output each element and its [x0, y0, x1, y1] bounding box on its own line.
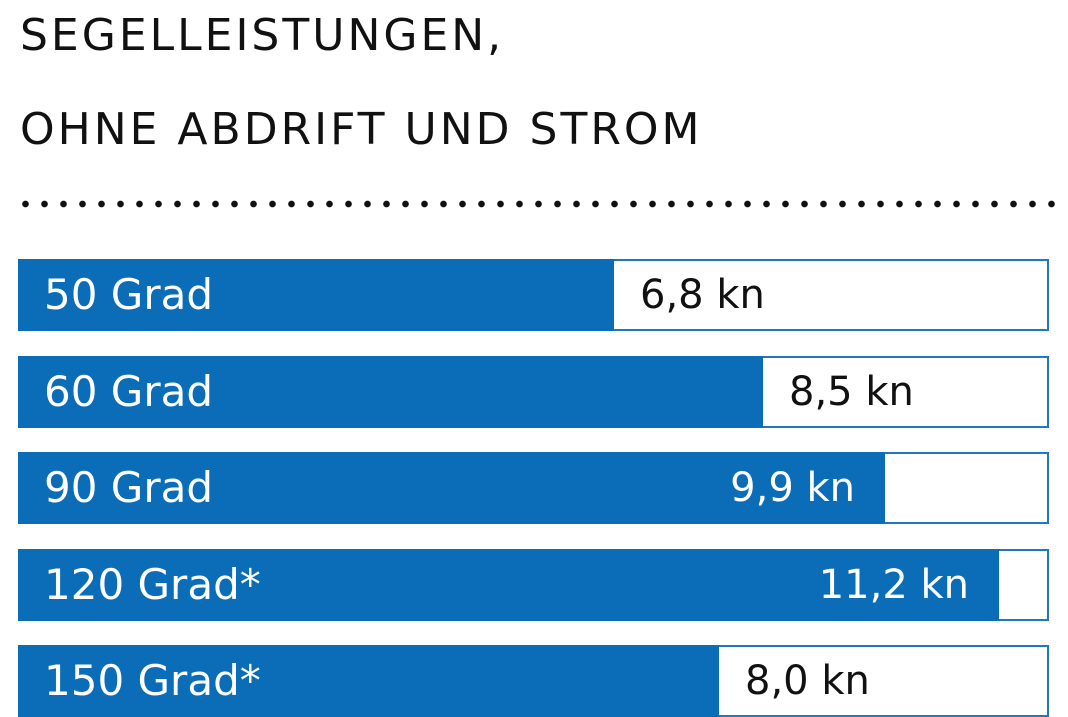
bar-label: 50 Grad — [44, 270, 214, 319]
bar-row: 150 Grad* 8,0 kn — [18, 645, 1049, 717]
bar-fill — [18, 356, 763, 428]
bar-value: 6,8 kn — [640, 272, 765, 318]
bar-label: 120 Grad* — [44, 560, 261, 609]
bar-value: 9,9 kn — [730, 465, 855, 511]
bar-fill — [18, 549, 999, 621]
bar-value: 8,0 kn — [745, 658, 870, 704]
bar-fill — [18, 259, 614, 331]
chart-title-line-1: SEGELLEISTUNGEN, — [20, 10, 505, 61]
bar-value: 8,5 kn — [789, 369, 914, 415]
dotted-divider — [16, 200, 1060, 208]
bar-row: 120 Grad* 11,2 kn — [18, 549, 1049, 621]
bar-label: 60 Grad — [44, 367, 214, 416]
bar-row: 50 Grad 6,8 kn — [18, 259, 1049, 331]
bar-label: 90 Grad — [44, 463, 214, 512]
bar-fill — [18, 452, 885, 524]
bar-label: 150 Grad* — [44, 656, 261, 705]
chart-title-line-2: OHNE ABDRIFT UND STROM — [20, 104, 703, 155]
bar-row: 60 Grad 8,5 kn — [18, 356, 1049, 428]
bar-row: 90 Grad 9,9 kn — [18, 452, 1049, 524]
bar-value: 11,2 kn — [818, 562, 969, 608]
bar-fill — [18, 645, 719, 717]
